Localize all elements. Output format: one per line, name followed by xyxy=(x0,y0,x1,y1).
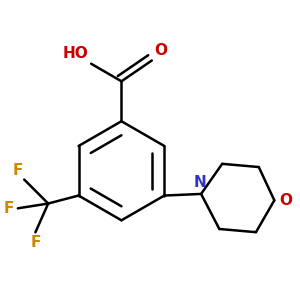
Text: F: F xyxy=(4,201,14,216)
Text: N: N xyxy=(193,175,206,190)
Text: O: O xyxy=(279,193,292,208)
Text: O: O xyxy=(154,43,167,58)
Text: HO: HO xyxy=(63,46,88,61)
Text: F: F xyxy=(12,163,22,178)
Text: F: F xyxy=(30,236,40,250)
